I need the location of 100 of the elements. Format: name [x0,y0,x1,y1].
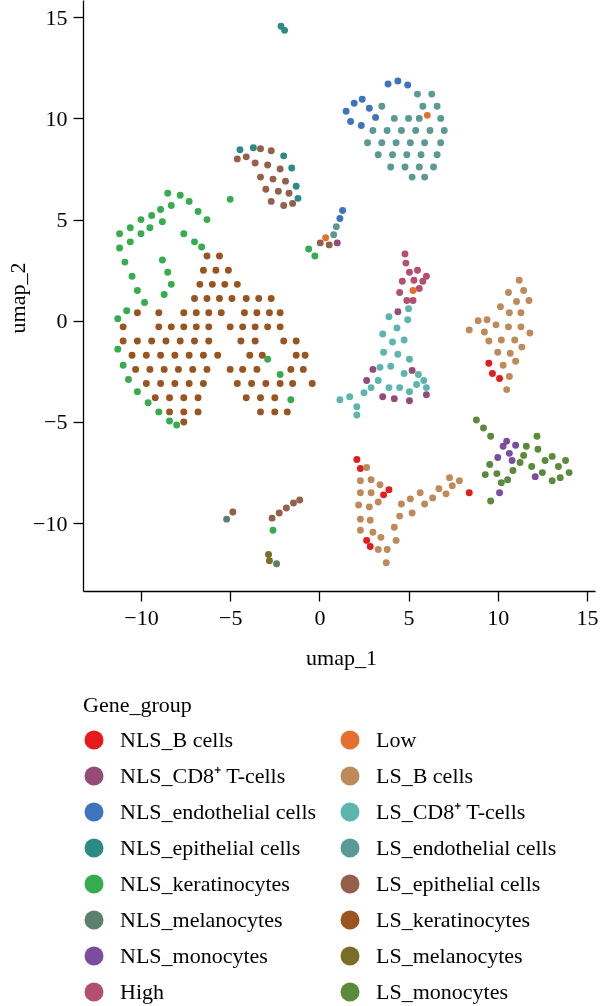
point [357,122,365,129]
point [158,218,166,226]
point [123,307,131,315]
point [141,299,149,307]
point [435,485,443,493]
point [393,324,401,332]
point [513,298,520,306]
point [506,349,514,357]
point [114,315,122,323]
point [289,199,297,207]
point [133,286,141,294]
x-tick-label: 15 [576,604,599,630]
point [402,259,410,267]
point [485,359,493,367]
legend-label: NLS_keratinocytes [120,871,290,896]
point [372,113,380,121]
point [423,111,431,119]
point [356,489,364,497]
point [401,163,409,171]
point [405,305,413,313]
legend-label: LS_keratinocytes [376,907,530,932]
point [358,95,366,103]
point [365,503,373,511]
y-tick-label: 5 [56,207,68,233]
point [292,182,300,190]
point [185,197,193,205]
point [167,280,175,288]
point [347,117,355,125]
point [497,336,505,344]
point [366,516,374,524]
point [522,442,530,450]
legend-label: High [120,979,164,1004]
point [325,241,333,249]
point [374,377,382,384]
point [494,453,502,461]
point [400,336,408,344]
point [394,77,402,85]
point [511,336,519,344]
point [167,201,175,209]
point [387,362,395,370]
point [223,515,231,523]
point [487,497,495,505]
point [517,323,525,331]
point [518,343,526,351]
point [387,163,395,171]
point [494,348,502,356]
point [360,389,368,397]
point [474,317,482,325]
point [116,230,124,238]
point [126,224,134,232]
point [203,216,211,224]
point [417,151,425,159]
point [509,467,517,475]
point [483,316,491,324]
point [499,442,507,450]
point [333,239,341,247]
point [198,243,206,251]
point [385,384,393,392]
point [176,191,184,199]
point [504,476,512,484]
point [414,370,422,378]
point [275,509,283,517]
point [125,376,132,383]
point [385,313,393,321]
legend-label: NLS_CD8⁺ T-cells [120,763,286,788]
point [296,496,304,504]
point [346,393,354,401]
point [415,114,423,122]
point [525,297,533,305]
point [526,329,534,337]
point [257,145,264,153]
point [369,127,377,134]
point [394,350,402,358]
point [160,291,168,298]
point [379,330,387,338]
point [274,187,282,195]
point [390,395,398,403]
legend-label: LS_B cells [376,763,474,788]
legend-title: Gene_group [83,692,192,717]
point [531,473,539,481]
point [353,411,361,419]
point [191,238,198,246]
point [376,363,384,371]
point [406,355,413,363]
point [229,508,237,516]
point [492,321,500,329]
point [376,481,384,489]
point [496,375,504,382]
point [415,284,423,292]
legend-label: LS_CD8⁺ T-cells [376,799,526,824]
x-tick-label: −10 [124,604,159,630]
point [422,272,430,280]
point [339,207,347,214]
point [419,277,427,285]
point [562,457,570,464]
point [383,546,391,553]
point [385,486,393,494]
point [146,224,154,232]
point [367,489,375,497]
point [367,476,375,484]
